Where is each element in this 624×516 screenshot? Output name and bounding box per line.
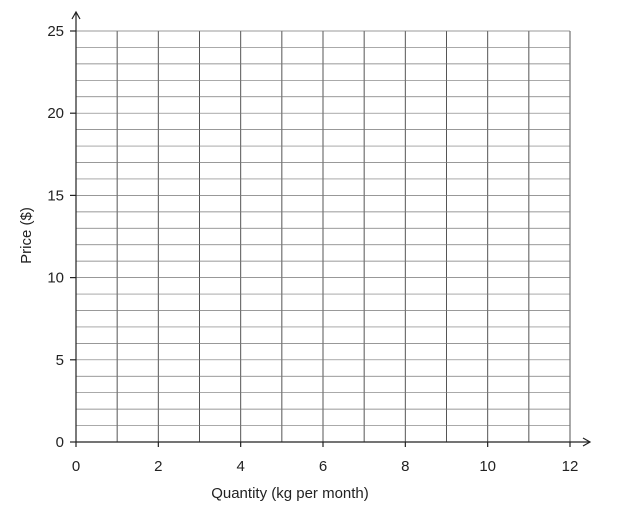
x-axis-arrowhead [582,437,592,447]
x-tick-labels: 0 2 4 6 8 10 12 [72,442,579,475]
x-tick-label: 2 [154,458,162,475]
y-tick-label: 5 [56,352,64,369]
y-tick-label: 25 [47,23,64,40]
x-tick-label: 10 [479,458,496,475]
y-tick-labels: 0 5 10 15 20 25 [47,23,76,451]
y-tick-label: 0 [56,434,64,451]
grid-lines [76,30,571,442]
axes [71,10,592,447]
x-tick-label: 4 [236,458,244,475]
y-axis-arrowhead [71,10,81,20]
x-tick-label: 0 [72,458,80,475]
x-tick-label: 12 [562,458,579,475]
y-tick-label: 10 [47,270,64,287]
y-tick-label: 20 [47,105,64,122]
x-axis-title: Quantity (kg per month) [211,485,369,502]
y-axis-title: Price ($) [18,207,35,264]
x-tick-label: 6 [319,458,327,475]
x-tick-label: 8 [401,458,409,475]
y-tick-label: 15 [47,187,64,204]
